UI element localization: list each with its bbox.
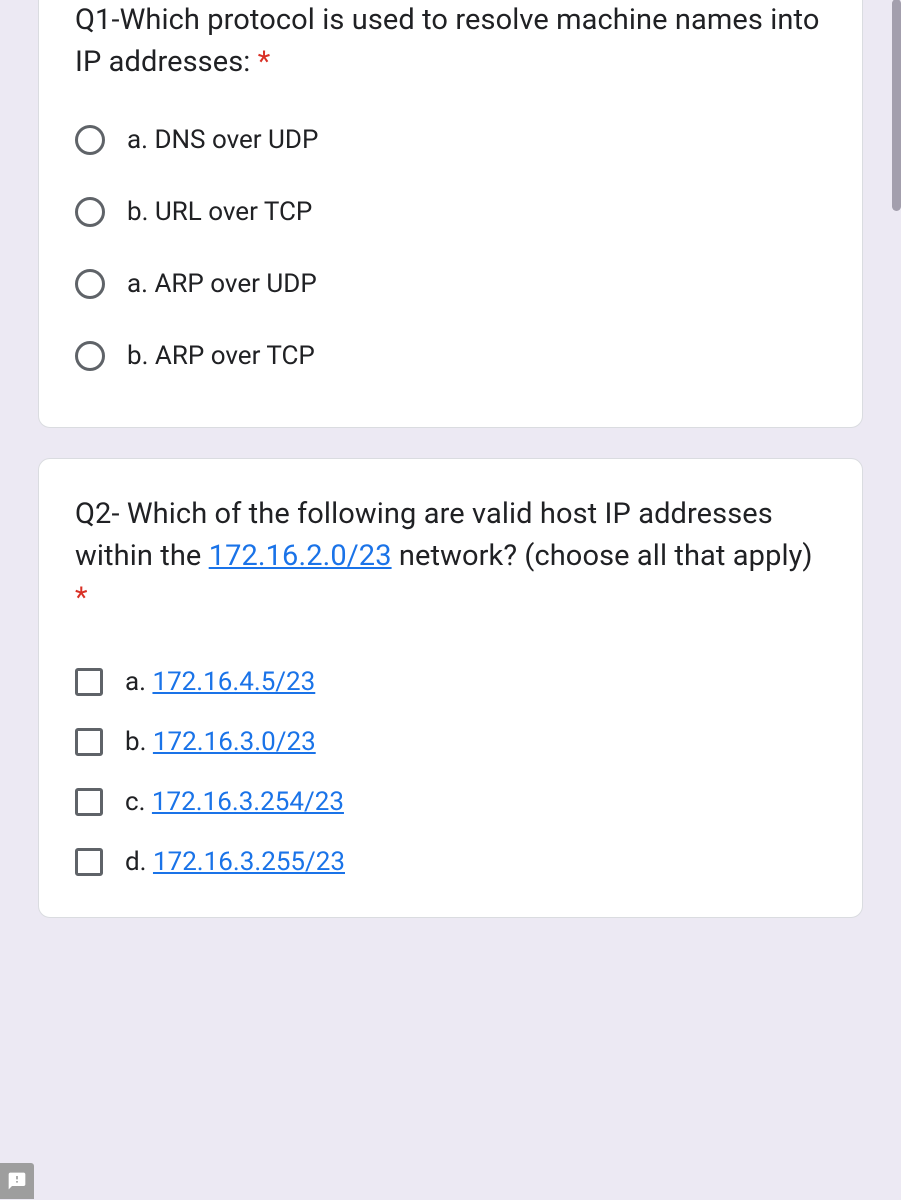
option-label: b. URL over TCP — [127, 197, 312, 227]
q1-title-text: Q1-Which protocol is used to resolve mac… — [75, 3, 819, 79]
checkbox-icon — [75, 728, 103, 756]
checkbox-option-a[interactable]: a. 172.16.4.5/23 — [75, 667, 826, 697]
option-link[interactable]: 172.16.3.254/23 — [152, 787, 344, 817]
checkbox-option-c[interactable]: c. 172.16.3.254/23 — [75, 787, 826, 817]
question-card-q1: Q1-Which protocol is used to resolve mac… — [38, 0, 863, 428]
option-prefix: c. — [125, 787, 152, 817]
q2-options: a. 172.16.4.5/23 b. 172.16.3.0/23 c. 172… — [75, 667, 826, 877]
option-label: a. ARP over UDP — [127, 269, 317, 299]
option-label: b. ARP over TCP — [127, 341, 315, 371]
option-link[interactable]: 172.16.3.0/23 — [153, 727, 316, 757]
radio-icon — [75, 125, 105, 155]
form-container: Q1-Which protocol is used to resolve mac… — [0, 0, 901, 918]
option-label: c. 172.16.3.254/23 — [125, 787, 344, 817]
option-label: d. 172.16.3.255/23 — [125, 847, 345, 877]
option-prefix: d. — [125, 847, 153, 877]
option-prefix: a. — [125, 667, 152, 697]
feedback-button[interactable] — [0, 1163, 34, 1199]
question-title-q2: Q2- Which of the following are valid hos… — [75, 493, 826, 619]
radio-icon — [75, 197, 105, 227]
radio-icon — [75, 269, 105, 299]
option-label: a. DNS over UDP — [127, 125, 318, 155]
question-card-q2: Q2- Which of the following are valid hos… — [38, 458, 863, 918]
radio-option-c[interactable]: a. ARP over UDP — [75, 269, 826, 299]
q1-options: a. DNS over UDP b. URL over TCP a. ARP o… — [75, 125, 826, 371]
option-prefix: b. — [125, 727, 153, 757]
required-asterisk: * — [75, 581, 88, 615]
option-label: b. 172.16.3.0/23 — [125, 727, 316, 757]
feedback-icon — [7, 1171, 27, 1191]
checkbox-option-b[interactable]: b. 172.16.3.0/23 — [75, 727, 826, 757]
option-link[interactable]: 172.16.4.5/23 — [152, 667, 315, 697]
checkbox-option-d[interactable]: d. 172.16.3.255/23 — [75, 847, 826, 877]
radio-option-a[interactable]: a. DNS over UDP — [75, 125, 826, 155]
q2-title-post: network? (choose all that apply) — [392, 539, 813, 573]
scrollbar-thumb[interactable] — [892, 0, 901, 211]
radio-option-b[interactable]: b. URL over TCP — [75, 197, 826, 227]
option-label: a. 172.16.4.5/23 — [125, 667, 315, 697]
required-asterisk: * — [258, 45, 271, 79]
checkbox-icon — [75, 848, 103, 876]
question-title-q1: Q1-Which protocol is used to resolve mac… — [75, 0, 826, 83]
checkbox-icon — [75, 788, 103, 816]
option-link[interactable]: 172.16.3.255/23 — [153, 847, 345, 877]
radio-icon — [75, 341, 105, 371]
radio-option-d[interactable]: b. ARP over TCP — [75, 341, 826, 371]
checkbox-icon — [75, 668, 103, 696]
q2-title-link[interactable]: 172.16.2.0/23 — [209, 539, 392, 573]
